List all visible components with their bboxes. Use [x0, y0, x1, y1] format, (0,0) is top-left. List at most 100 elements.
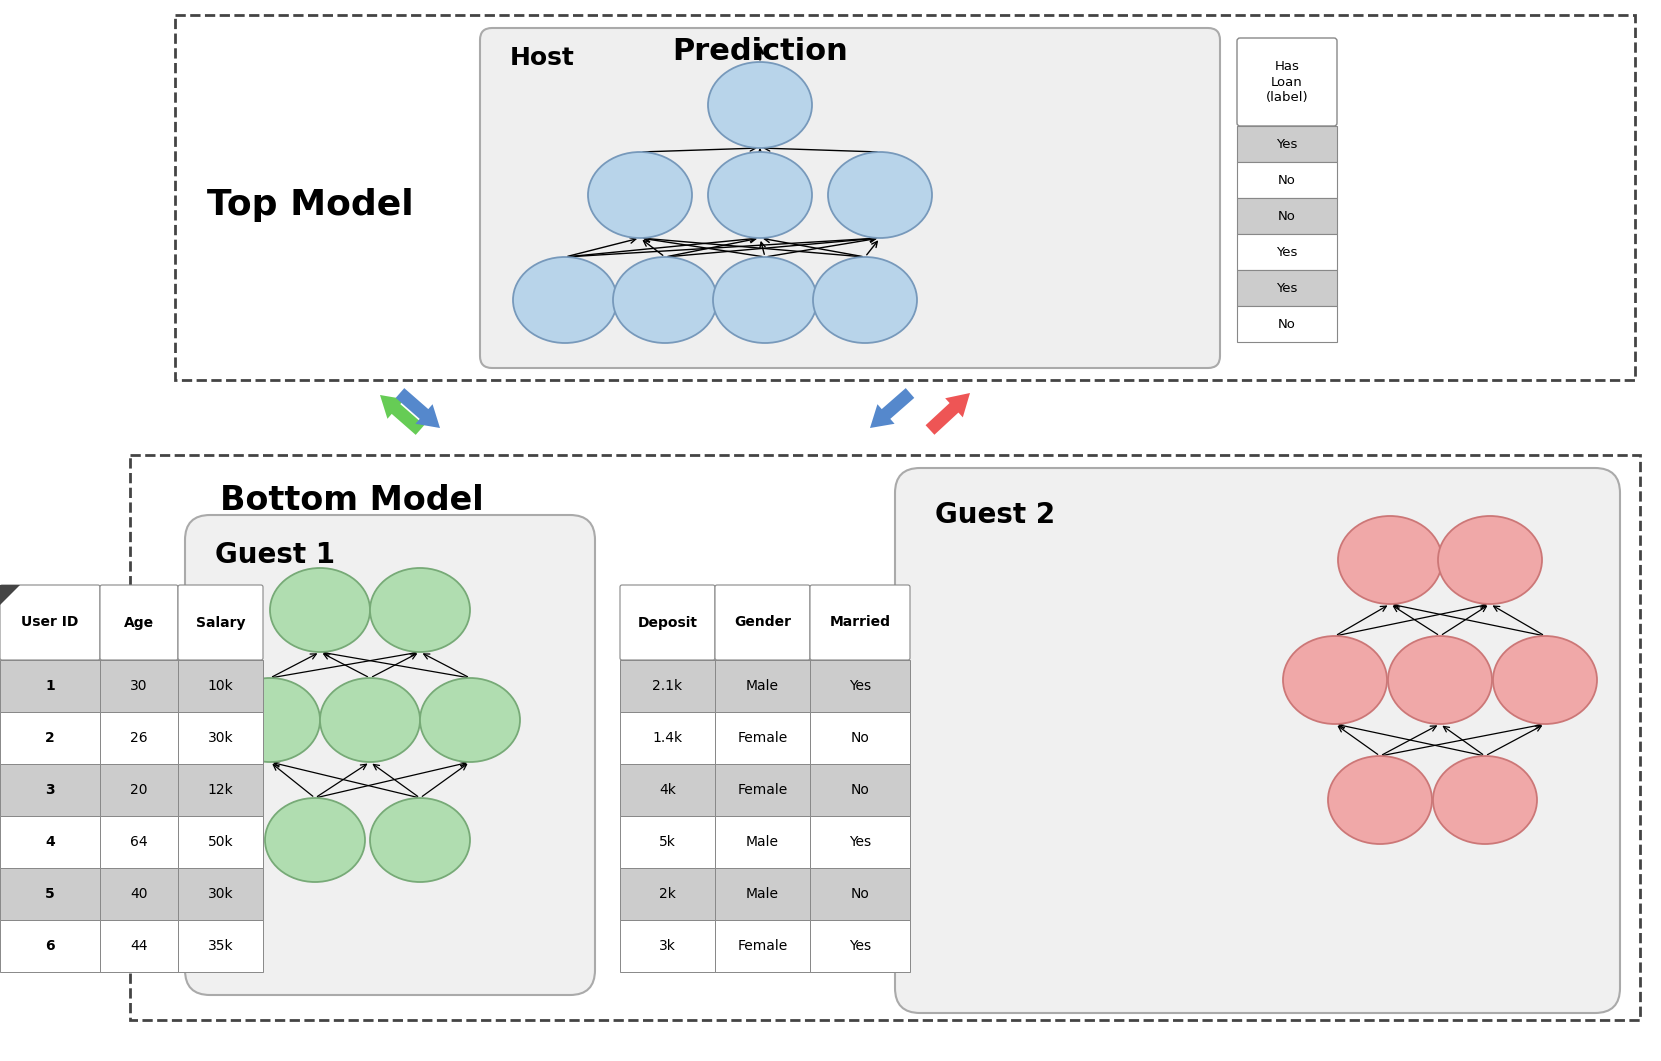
Text: 35k: 35k — [208, 939, 233, 953]
Ellipse shape — [420, 678, 520, 762]
Ellipse shape — [321, 678, 420, 762]
Ellipse shape — [613, 257, 718, 343]
Text: 50k: 50k — [208, 835, 233, 849]
Text: Has
Loan
(label): Has Loan (label) — [1266, 60, 1309, 104]
Ellipse shape — [266, 798, 365, 882]
Ellipse shape — [513, 257, 616, 343]
Text: 10k: 10k — [208, 679, 234, 693]
Bar — [1237, 162, 1337, 198]
Ellipse shape — [1282, 636, 1387, 724]
FancyArrow shape — [925, 393, 970, 435]
Text: 6: 6 — [45, 939, 55, 953]
Text: Male: Male — [746, 887, 779, 901]
Text: 30k: 30k — [208, 731, 233, 745]
Bar — [811, 816, 910, 868]
Text: 3: 3 — [45, 783, 55, 797]
Bar — [714, 764, 811, 816]
Bar — [620, 868, 714, 920]
Bar — [811, 712, 910, 764]
FancyBboxPatch shape — [811, 585, 910, 660]
Text: Female: Female — [737, 783, 787, 797]
Ellipse shape — [708, 62, 812, 147]
Text: Host: Host — [510, 46, 575, 70]
Ellipse shape — [708, 152, 812, 238]
Polygon shape — [0, 585, 20, 605]
FancyBboxPatch shape — [100, 585, 178, 660]
Bar — [811, 764, 910, 816]
Bar — [0, 920, 100, 972]
Text: User ID: User ID — [22, 615, 78, 629]
Text: 4k: 4k — [659, 783, 676, 797]
Text: 30k: 30k — [208, 887, 233, 901]
Text: No: No — [1277, 317, 1296, 330]
Text: No: No — [1277, 174, 1296, 187]
Bar — [174, 15, 1634, 380]
FancyBboxPatch shape — [0, 585, 100, 660]
Bar — [178, 660, 262, 712]
Bar — [714, 712, 811, 764]
Ellipse shape — [1433, 756, 1536, 843]
Bar — [714, 868, 811, 920]
Text: Yes: Yes — [849, 939, 870, 953]
Bar — [1237, 269, 1337, 306]
Text: Age: Age — [125, 615, 154, 629]
Bar — [620, 660, 714, 712]
Bar — [811, 660, 910, 712]
Bar — [620, 764, 714, 816]
Text: 26: 26 — [130, 731, 148, 745]
FancyBboxPatch shape — [620, 585, 714, 660]
Bar — [100, 816, 178, 868]
Bar — [811, 920, 910, 972]
FancyBboxPatch shape — [714, 585, 811, 660]
Bar — [0, 660, 100, 712]
Bar — [178, 816, 262, 868]
Text: 40: 40 — [130, 887, 148, 901]
Bar — [178, 868, 262, 920]
Text: No: No — [850, 783, 869, 797]
Ellipse shape — [1493, 636, 1596, 724]
Text: Female: Female — [737, 939, 787, 953]
Text: 30: 30 — [130, 679, 148, 693]
Bar — [714, 816, 811, 868]
Text: 12k: 12k — [208, 783, 234, 797]
FancyBboxPatch shape — [480, 28, 1219, 368]
Bar — [178, 712, 262, 764]
Bar — [1237, 306, 1337, 342]
FancyBboxPatch shape — [184, 515, 595, 995]
Text: Guest 1: Guest 1 — [214, 541, 336, 569]
Text: Guest 2: Guest 2 — [935, 501, 1055, 529]
Bar — [178, 920, 262, 972]
FancyBboxPatch shape — [1237, 38, 1337, 126]
Ellipse shape — [713, 257, 817, 343]
FancyArrow shape — [380, 395, 424, 435]
Bar — [1237, 234, 1337, 269]
Text: 20: 20 — [130, 783, 148, 797]
Bar — [1237, 198, 1337, 234]
Text: 64: 64 — [130, 835, 148, 849]
Ellipse shape — [812, 257, 917, 343]
Text: 5k: 5k — [659, 835, 676, 849]
Bar — [714, 660, 811, 712]
Ellipse shape — [1339, 516, 1442, 604]
Text: Bottom Model: Bottom Model — [219, 484, 483, 517]
Ellipse shape — [1389, 636, 1492, 724]
Bar — [0, 764, 100, 816]
Text: 2k: 2k — [659, 887, 676, 901]
Text: 1.4k: 1.4k — [653, 731, 683, 745]
Text: Female: Female — [737, 731, 787, 745]
Text: 3k: 3k — [659, 939, 676, 953]
Text: Yes: Yes — [849, 679, 870, 693]
Text: 44: 44 — [130, 939, 148, 953]
Text: Salary: Salary — [196, 615, 246, 629]
Bar — [100, 920, 178, 972]
Text: No: No — [1277, 209, 1296, 223]
Bar — [0, 816, 100, 868]
Text: Married: Married — [829, 615, 890, 629]
Bar — [620, 816, 714, 868]
Text: Top Model: Top Model — [206, 188, 414, 222]
Bar — [130, 455, 1639, 1020]
Text: Yes: Yes — [1276, 138, 1297, 151]
Bar — [0, 712, 100, 764]
Text: 4: 4 — [45, 835, 55, 849]
Bar — [620, 712, 714, 764]
